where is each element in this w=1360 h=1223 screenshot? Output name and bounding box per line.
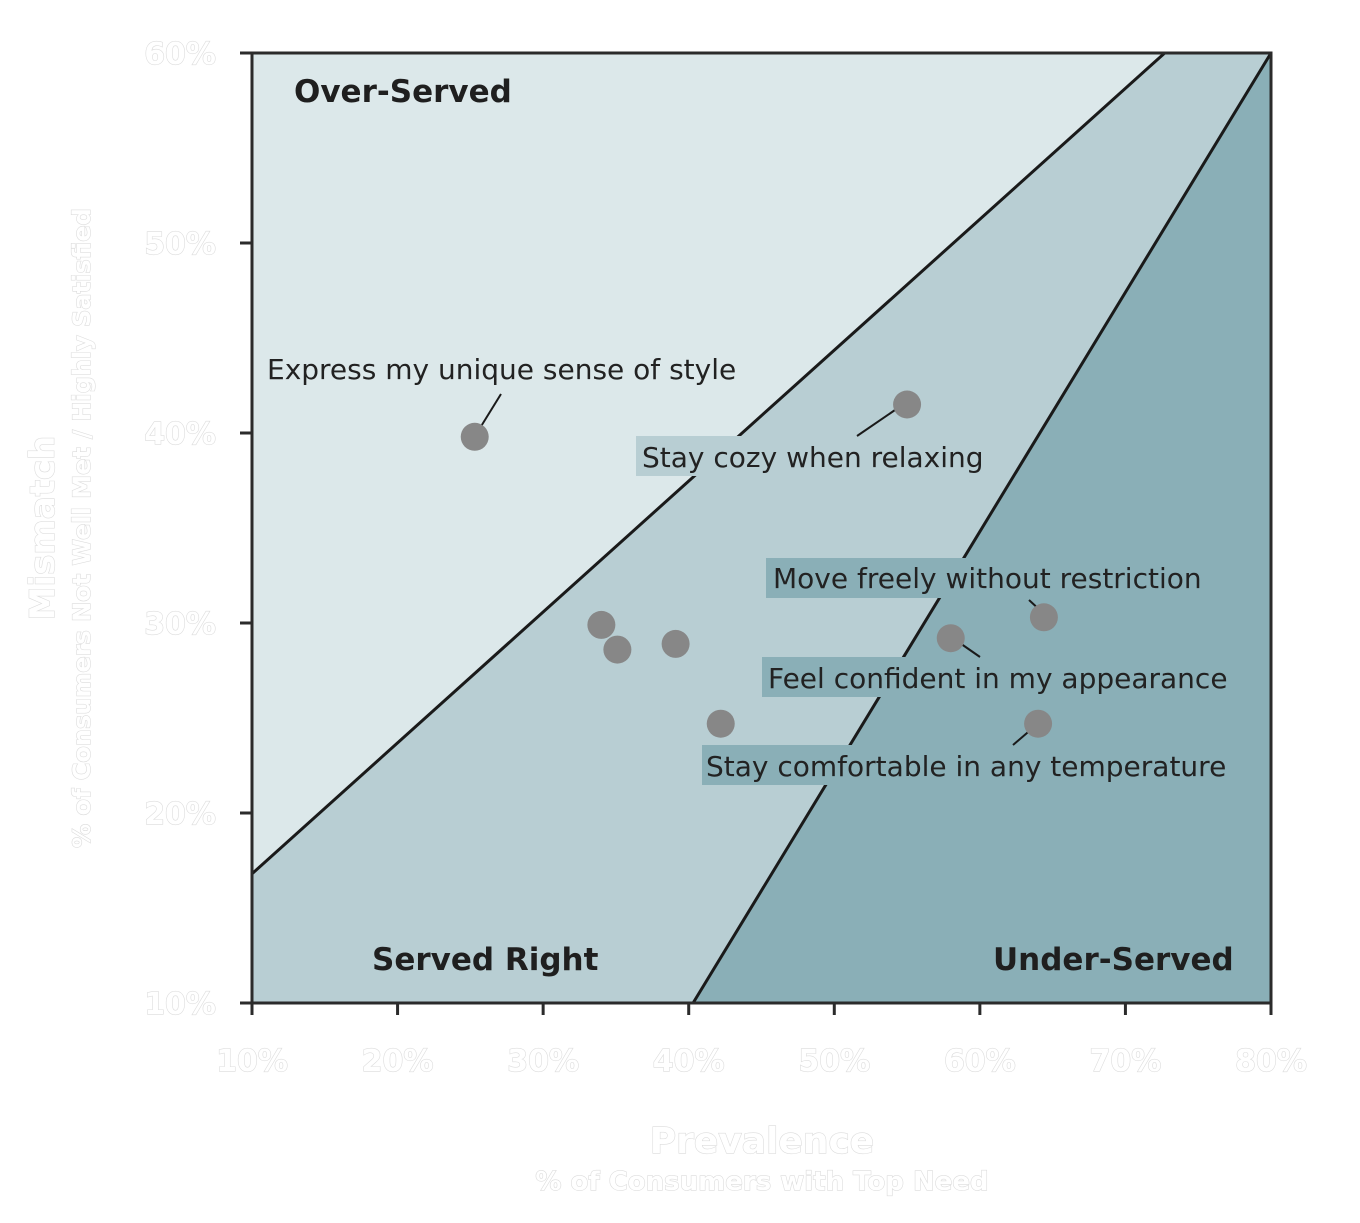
- x-tick-label: 80%: [1235, 1044, 1307, 1079]
- data-point: [603, 635, 632, 664]
- point-label-feel-confident: Feel confident in my appearance: [768, 662, 1228, 695]
- data-point: [1029, 603, 1058, 632]
- data-points: [460, 390, 1058, 738]
- data-point: [661, 629, 690, 658]
- point-label-move-freely: Move freely without restriction: [773, 562, 1202, 595]
- data-point: [936, 624, 965, 653]
- x-tick-label: 50%: [798, 1044, 870, 1079]
- point-label-express-style: Express my unique sense of style: [267, 353, 736, 386]
- y-tick-label: 10%: [144, 987, 216, 1022]
- label-bg-feel-confident: [762, 657, 1264, 697]
- x-tick-label: 40%: [653, 1044, 725, 1079]
- x-tick-label: 70%: [1090, 1044, 1162, 1079]
- x-tick-label: 10%: [216, 1044, 288, 1079]
- region-label-served-right: Served Right: [372, 942, 599, 978]
- point-labels: Express my unique sense of style Stay co…: [267, 353, 1265, 785]
- data-point: [706, 709, 735, 738]
- label-bg-stay-cozy: [636, 436, 1000, 476]
- data-point: [1024, 709, 1053, 738]
- y-tick-label: 50%: [144, 227, 216, 262]
- region-served-right: [252, 53, 1271, 1003]
- leader-stay-cozy: [856, 409, 896, 437]
- y-axis: 10% 20% 30% 40% 50% 60%: [144, 36, 252, 1023]
- x-axis: 10% 20% 30% 40% 50% 60% 70% 80%: [215, 1003, 1308, 1080]
- region-label-over-served: Over-Served: [294, 74, 512, 110]
- point-label-stay-cozy: Stay cozy when relaxing: [642, 441, 984, 474]
- region-label-under-served: Under-Served: [993, 942, 1234, 978]
- point-label-stay-comfortable: Stay comfortable in any temperature: [706, 750, 1226, 783]
- label-bg-move-freely: [766, 558, 1242, 598]
- y-tick-label: 40%: [144, 417, 216, 452]
- y-tick-label: 60%: [144, 37, 216, 72]
- data-point: [587, 610, 616, 639]
- leader-express-style: [479, 393, 502, 429]
- y-tick-label: 20%: [144, 797, 216, 832]
- boundary-line-lower: [691, 52, 1273, 1004]
- data-point: [893, 390, 922, 419]
- label-bg-stay-comfortable: [702, 745, 1265, 785]
- plot-frame: [250, 51, 1273, 1005]
- x-tick-label: 30%: [507, 1044, 579, 1079]
- y-axis-title: Mismatch: [23, 436, 63, 621]
- y-axis-subtitle: % of Consumers Not Well Met / Highly Sat…: [68, 208, 96, 848]
- x-axis-subtitle: % of Consumers with Top Need: [535, 1167, 988, 1197]
- data-point: [460, 422, 489, 451]
- x-axis-title: Prevalence: [650, 1121, 874, 1162]
- x-tick-label: 60%: [944, 1044, 1016, 1079]
- y-tick-label: 30%: [144, 607, 216, 642]
- x-tick-label: 20%: [362, 1044, 434, 1079]
